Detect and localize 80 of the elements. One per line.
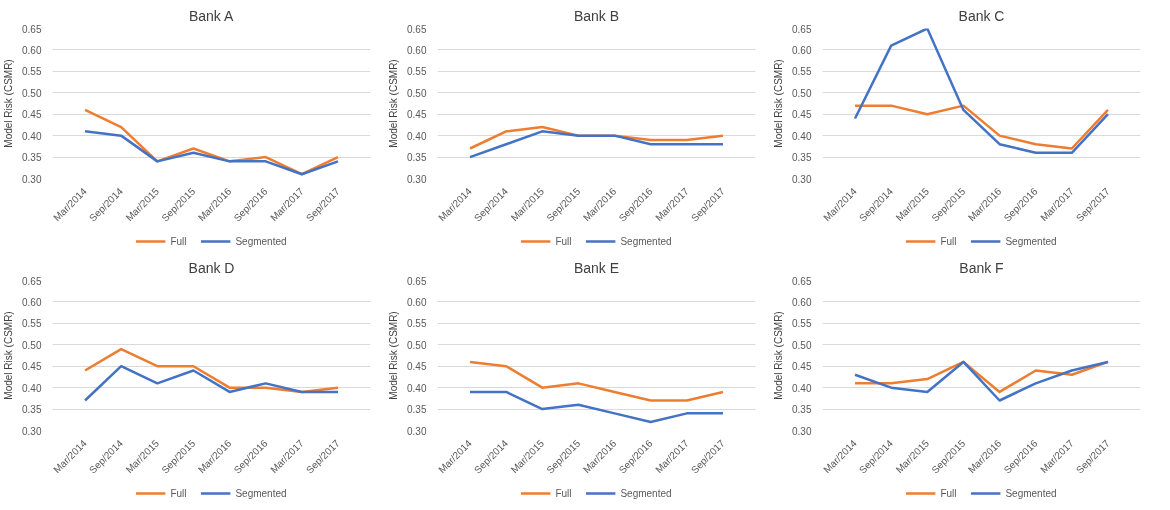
- y-tick-label: 0.45: [792, 361, 812, 373]
- y-tick-label: 0.55: [792, 66, 812, 78]
- legend-label: Full: [170, 487, 188, 499]
- y-tick-label: 0.60: [792, 296, 812, 308]
- y-axis-title: Model Risk (CSMR): [388, 311, 400, 400]
- y-tick-label: 0.40: [22, 130, 42, 142]
- y-tick-label: 0.45: [22, 361, 42, 373]
- chart-title: Bank F: [959, 259, 1004, 276]
- y-tick-label: 0.50: [22, 87, 42, 99]
- y-tick-label: 0.35: [22, 152, 42, 164]
- y-tick-label: 0.50: [407, 87, 427, 99]
- y-tick-label: 0.35: [792, 152, 812, 164]
- y-tick-label: 0.55: [407, 318, 427, 330]
- line-series: [83, 130, 340, 176]
- y-tick-label: 0.30: [22, 173, 42, 185]
- chart-title: Bank E: [573, 259, 620, 276]
- line-series: [853, 28, 1110, 155]
- y-tick-label: 0.65: [407, 23, 427, 35]
- line-series: [468, 130, 725, 159]
- legend-label: Full: [555, 487, 573, 499]
- y-tick-label: 0.45: [22, 109, 42, 121]
- y-tick-label: 0.50: [407, 339, 427, 351]
- y-axis-title: Model Risk (CSMR): [773, 311, 785, 400]
- line-series: [83, 364, 340, 402]
- legend-label: Full: [555, 235, 573, 247]
- y-tick-label: 0.30: [407, 425, 427, 437]
- chart-title: Bank A: [188, 7, 234, 24]
- legend-label: Full: [940, 487, 958, 499]
- y-tick-label: 0.35: [792, 404, 812, 416]
- y-tick-label: 0.65: [792, 23, 812, 35]
- y-tick-label: 0.65: [407, 275, 427, 287]
- y-tick-label: 0.45: [407, 109, 427, 121]
- y-tick-label: 0.55: [792, 318, 812, 330]
- y-tick-label: 0.55: [22, 318, 42, 330]
- chart-title: Bank D: [188, 259, 235, 276]
- line-series: [468, 360, 725, 402]
- y-tick-label: 0.55: [407, 66, 427, 78]
- y-tick-label: 0.40: [407, 382, 427, 394]
- line-series: [853, 360, 1110, 402]
- y-tick-label: 0.40: [407, 130, 427, 142]
- y-tick-label: 0.50: [792, 339, 812, 351]
- y-axis-title: Model Risk (CSMR): [388, 59, 400, 148]
- chart-title: Bank B: [573, 7, 620, 24]
- y-tick-label: 0.45: [407, 361, 427, 373]
- line-series: [853, 104, 1110, 150]
- y-axis-title: Model Risk (CSMR): [773, 59, 785, 148]
- y-axis-title: Model Risk (CSMR): [3, 311, 15, 400]
- line-series: [468, 390, 725, 424]
- legend-label: Segmented: [1005, 235, 1057, 247]
- legend-label: Full: [940, 235, 958, 247]
- y-tick-label: 0.40: [792, 382, 812, 394]
- y-tick-label: 0.35: [407, 404, 427, 416]
- legend-label: Segmented: [620, 235, 672, 247]
- y-tick-label: 0.35: [407, 152, 427, 164]
- y-tick-label: 0.50: [22, 339, 42, 351]
- legend-label: Segmented: [620, 487, 672, 499]
- y-tick-label: 0.60: [22, 296, 42, 308]
- y-axis-title: Model Risk (CSMR): [3, 59, 15, 148]
- y-tick-label: 0.60: [407, 44, 427, 56]
- y-tick-label: 0.30: [22, 425, 42, 437]
- y-tick-label: 0.45: [792, 109, 812, 121]
- chart-title: Bank C: [958, 7, 1005, 24]
- y-tick-label: 0.30: [792, 425, 812, 437]
- legend-label: Segmented: [1005, 487, 1057, 499]
- y-tick-label: 0.65: [22, 275, 42, 287]
- y-tick-label: 0.50: [792, 87, 812, 99]
- y-tick-label: 0.30: [792, 173, 812, 185]
- y-tick-label: 0.55: [22, 66, 42, 78]
- y-tick-label: 0.65: [22, 23, 42, 35]
- legend-label: Full: [170, 235, 188, 247]
- y-tick-label: 0.60: [407, 296, 427, 308]
- y-tick-label: 0.35: [22, 404, 42, 416]
- legend-label: Segmented: [235, 487, 287, 499]
- y-tick-label: 0.65: [792, 275, 812, 287]
- legend-label: Segmented: [235, 235, 287, 247]
- y-tick-label: 0.40: [22, 382, 42, 394]
- y-tick-label: 0.60: [22, 44, 42, 56]
- y-tick-label: 0.40: [792, 130, 812, 142]
- y-tick-label: 0.30: [407, 173, 427, 185]
- y-tick-label: 0.60: [792, 44, 812, 56]
